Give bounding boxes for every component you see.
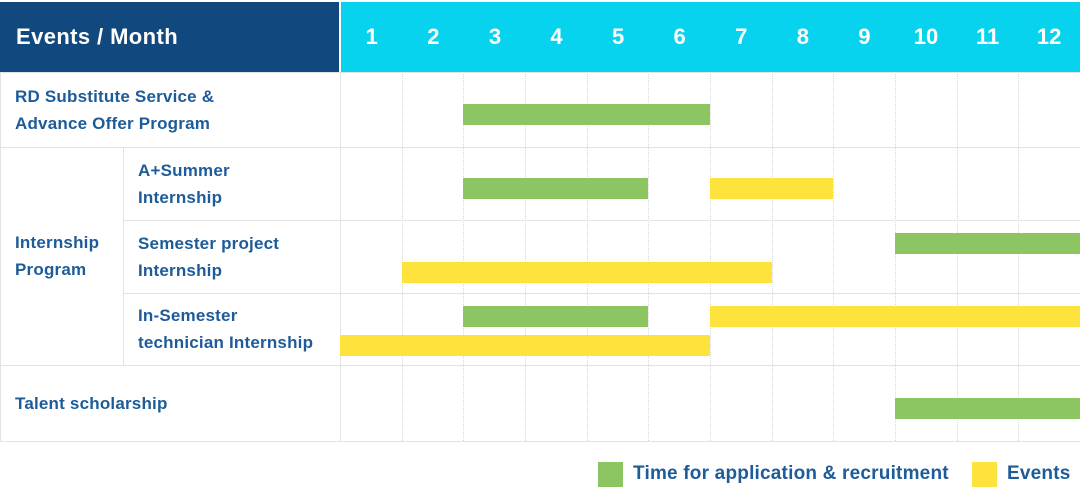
- row-label-line: technician Internship: [138, 333, 314, 352]
- month-gridline: [956, 72, 958, 441]
- month-header-1: 1: [365, 24, 378, 49]
- row-divider: [0, 147, 1080, 148]
- month-header-9: 9: [858, 24, 871, 49]
- month-header-6: 6: [673, 24, 686, 49]
- month-gridline: [895, 72, 896, 441]
- month-header-8: 8: [796, 24, 809, 49]
- row-label-line: Advance Offer Program: [15, 113, 211, 133]
- month-gridline: [833, 72, 835, 441]
- month-header-5: 5: [611, 24, 625, 49]
- month-header-11: 11: [975, 24, 1000, 49]
- row-label-talent-scholarship: Talent scholarship: [0, 365, 340, 441]
- row-divider: [123, 293, 1080, 294]
- row-label-line: In-Semester: [138, 306, 238, 325]
- row-label-line: RD Substitute Service &: [15, 86, 215, 106]
- bar-events: [401, 262, 772, 283]
- legend-item-recruitment: Time for application & recruitment: [598, 461, 949, 487]
- row-divider: [123, 220, 1080, 221]
- group-column-divider: [123, 147, 124, 365]
- month-header-2: 2: [427, 24, 440, 49]
- table-left-border: [0, 72, 1, 441]
- row-label-rd-substitute: RD Substitute Service & Advance Offer Pr…: [0, 72, 340, 147]
- yellow-swatch-icon: [972, 461, 997, 487]
- row-label-line: Semester project: [138, 233, 280, 253]
- row-divider: [0, 441, 1080, 442]
- month-gridline: [401, 72, 403, 441]
- bar-recruitment: [463, 306, 649, 327]
- label-grid-divider: [340, 72, 341, 441]
- month-gridline: [771, 72, 773, 441]
- bar-events: [710, 178, 834, 199]
- month-gridline: [525, 72, 526, 441]
- row-label-in-semester-technician-internship: In-Semester technician Internship: [123, 293, 340, 365]
- month-gridline: [710, 72, 711, 441]
- bar-recruitment: [895, 397, 1080, 419]
- month-header-3: 3: [488, 24, 502, 49]
- row-label-line: Internship: [138, 187, 223, 207]
- group-label-internship-program: Internship Program: [0, 147, 123, 365]
- month-header-4: 4: [550, 24, 563, 49]
- row-label-line: A+Summer: [138, 160, 230, 180]
- row-label-line: Talent scholarship: [15, 393, 168, 413]
- month-gridline: [1018, 72, 1020, 441]
- row-label-line: Internship: [138, 260, 223, 280]
- month-header-12: 12: [1036, 24, 1062, 49]
- green-swatch-icon: [598, 461, 623, 487]
- month-header-7: 7: [735, 24, 748, 49]
- month-header-10: 10: [913, 24, 939, 49]
- legend-label-events: Events: [1007, 463, 1071, 484]
- bar-events: [340, 335, 710, 356]
- group-label-line: Program: [15, 260, 87, 279]
- row-label-semester-project-internship: Semester project Internship: [123, 220, 340, 293]
- bar-recruitment: [463, 104, 710, 125]
- legend-label-recruitment: Time for application & recruitment: [633, 463, 949, 484]
- month-gridline: [463, 72, 465, 441]
- legend-item-events: Events: [972, 461, 1071, 487]
- month-gridline: [586, 72, 588, 441]
- bar-events: [710, 306, 1080, 327]
- month-header-strip: 1 2 3 4 5 6 7 8 9 10 11 12: [341, 2, 1080, 72]
- header-bottom-border: [0, 72, 1080, 73]
- bar-recruitment: [895, 233, 1080, 254]
- month-gridline: [648, 72, 650, 441]
- row-label-a-plus-summer-internship: A+Summer Internship: [123, 147, 340, 220]
- bar-recruitment: [463, 178, 649, 199]
- events-month-header: Events / Month: [0, 2, 339, 72]
- row-divider: [0, 365, 1080, 366]
- events-month-header-label: Events / Month: [16, 24, 179, 49]
- group-label-line: Internship: [15, 233, 100, 252]
